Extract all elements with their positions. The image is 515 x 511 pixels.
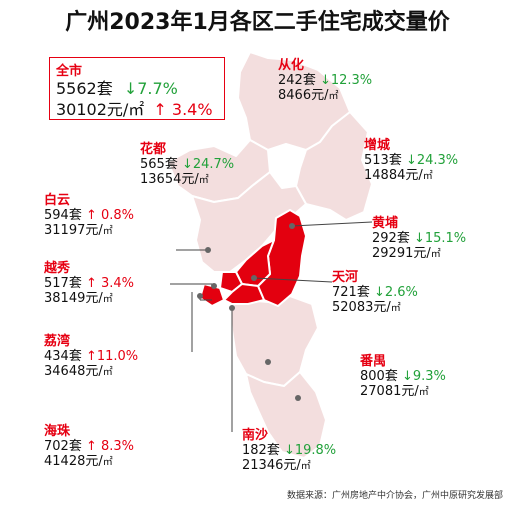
district-volume: 721套 (332, 285, 370, 300)
city-name: 全市 (56, 64, 83, 79)
district-label-haizhu: 海珠 702套 ↑ 8.3% 41428元/㎡ (44, 424, 134, 470)
district-price: 34648元/ (44, 364, 103, 379)
district-change: ↓24.3% (405, 153, 459, 168)
map-region-panyu (229, 295, 319, 387)
district-price: 8466元/ (278, 88, 329, 103)
district-change: ↑11.0% (85, 349, 139, 364)
district-price-unit: ㎡ (390, 303, 401, 314)
district-change: ↓2.6% (373, 285, 418, 300)
district-volume: 517套 (44, 276, 82, 291)
district-price-unit: ㎡ (102, 457, 113, 468)
district-label-huadu: 花都 565套 ↓24.7% 13654元/㎡ (140, 142, 234, 188)
city-volume: 5562套 (56, 79, 113, 98)
district-name: 番禺 (360, 354, 387, 369)
district-volume: 702套 (44, 439, 82, 454)
district-price-unit: ㎡ (430, 249, 441, 260)
district-name: 天河 (332, 270, 359, 285)
district-volume: 242套 (278, 73, 316, 88)
district-label-zengcheng: 增城 513套 ↓24.3% 14884元/㎡ (364, 138, 458, 184)
district-price-unit: ㎡ (300, 461, 311, 472)
map-region-nansha (245, 371, 327, 459)
district-name: 越秀 (44, 261, 71, 276)
district-price: 29291元/ (372, 246, 431, 261)
district-price: 41428元/ (44, 454, 103, 469)
district-label-huangpu: 黄埔 292套 ↓15.1% 29291元/㎡ (372, 216, 466, 262)
district-price-unit: ㎡ (102, 294, 113, 305)
district-name: 花都 (140, 142, 167, 157)
district-name: 增城 (364, 138, 391, 153)
district-volume: 800套 (360, 369, 398, 384)
district-name: 从化 (278, 58, 305, 73)
district-volume: 182套 (242, 443, 280, 458)
district-price: 14884元/ (364, 168, 423, 183)
district-change: ↓9.3% (401, 369, 446, 384)
data-source-note: 数据来源：广州房地产中介协会，广州中原研究发展部 (286, 491, 503, 501)
citywide-summary-box: 全市 5562套 ↓7.7% 30102元/㎡ ↑ 3.4% (49, 57, 225, 120)
district-name: 海珠 (44, 424, 71, 439)
district-change: ↓15.1% (413, 231, 467, 246)
district-name: 荔湾 (44, 334, 71, 349)
map-region-haizhu (223, 283, 265, 305)
district-volume: 292套 (372, 231, 410, 246)
district-label-baiyun: 白云 594套 ↑ 0.8% 31197元/㎡ (44, 193, 134, 239)
district-price-unit: ㎡ (418, 387, 429, 398)
district-change: ↑ 3.4% (85, 276, 135, 291)
district-price: 13654元/ (140, 172, 199, 187)
district-name: 南沙 (242, 428, 269, 443)
district-price: 27081元/ (360, 384, 419, 399)
district-label-panyu: 番禺 800套 ↓9.3% 27081元/㎡ (360, 354, 446, 400)
district-price-unit: ㎡ (328, 91, 339, 102)
district-volume: 513套 (364, 153, 402, 168)
district-change: ↓12.3% (319, 73, 373, 88)
district-price: 21346元/ (242, 458, 301, 473)
district-price: 52083元/ (332, 300, 391, 315)
city-price: 30102元/㎡ (56, 100, 145, 119)
district-change: ↓19.8% (283, 443, 337, 458)
district-label-liwan: 荔湾 434套 ↑11.0% 34648元/㎡ (44, 334, 138, 380)
district-price-unit: ㎡ (198, 175, 209, 186)
district-label-conghua: 从化 242套 ↓12.3% 8466元/㎡ (278, 58, 372, 104)
district-volume: 565套 (140, 157, 178, 172)
district-label-yuexiu: 越秀 517套 ↑ 3.4% 38149元/㎡ (44, 261, 134, 307)
district-change: ↓24.7% (181, 157, 235, 172)
district-volume: 594套 (44, 208, 82, 223)
district-label-tianhe: 天河 721套 ↓2.6% 52083元/㎡ (332, 270, 418, 316)
district-label-nansha: 南沙 182套 ↓19.8% 21346元/㎡ (242, 428, 336, 474)
district-price: 31197元/ (44, 223, 103, 238)
district-price: 38149元/ (44, 291, 103, 306)
district-price-unit: ㎡ (422, 171, 433, 182)
district-change: ↑ 0.8% (85, 208, 135, 223)
district-name: 白云 (44, 193, 71, 208)
city-volume-change: ↓7.7% (123, 79, 178, 98)
district-price-unit: ㎡ (102, 367, 113, 378)
city-price-change: ↑ 3.4% (153, 100, 213, 119)
district-change: ↑ 8.3% (85, 439, 135, 454)
district-price-unit: ㎡ (102, 226, 113, 237)
page-title: 广州2023年1月各区二手住宅成交量价 (65, 10, 450, 35)
district-name: 黄埔 (372, 216, 399, 231)
district-volume: 434套 (44, 349, 82, 364)
